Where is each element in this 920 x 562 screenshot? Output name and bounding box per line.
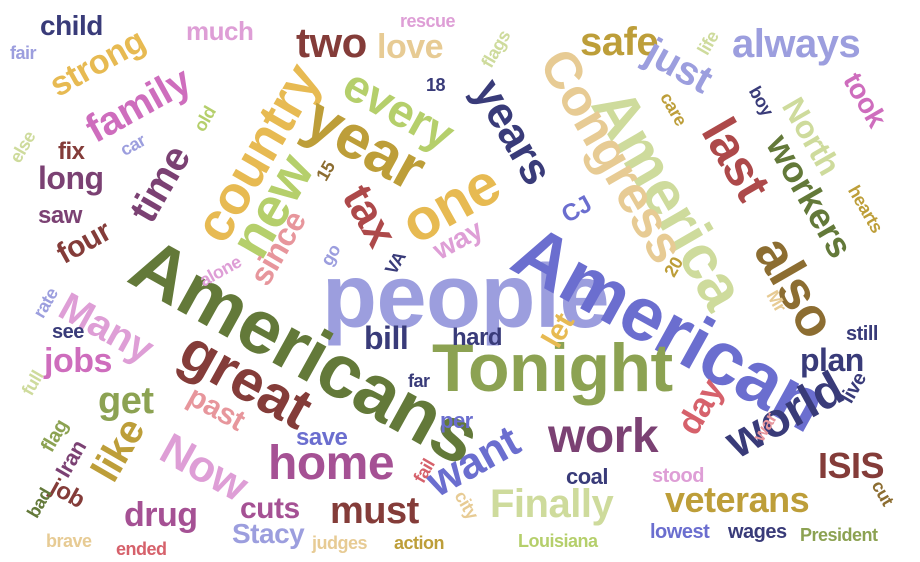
- word-veterans: veterans: [665, 479, 810, 520]
- word-old: old: [189, 102, 220, 136]
- word-long: long: [38, 160, 104, 196]
- word-city: city: [450, 487, 483, 523]
- word-still: still: [846, 323, 878, 345]
- word-hard: hard: [452, 324, 503, 351]
- word-far: far: [408, 371, 430, 391]
- word-brave: brave: [46, 531, 92, 551]
- word-safe: safe: [580, 20, 659, 64]
- word-jobs: jobs: [44, 342, 112, 380]
- word-stood: stood: [652, 465, 704, 487]
- word-isis: ISIS: [818, 445, 885, 486]
- word-plan: plan: [800, 342, 864, 378]
- word-lowest: lowest: [650, 521, 710, 543]
- word-took: took: [837, 67, 893, 133]
- word-tonight: Tonight: [432, 330, 673, 406]
- word-boy: boy: [744, 82, 778, 120]
- word-18: 18: [426, 75, 446, 95]
- word-bill: bill: [364, 320, 409, 356]
- word-fair: fair: [10, 43, 37, 63]
- word-drug: drug: [124, 496, 198, 534]
- word-always: always: [732, 22, 861, 66]
- word-else: else: [5, 127, 40, 167]
- word-fix: fix: [58, 138, 85, 165]
- word-see: see: [52, 321, 84, 343]
- word-child: child: [40, 10, 103, 41]
- word-wages: wages: [728, 521, 787, 543]
- word-love: love: [377, 28, 444, 66]
- word-president: President: [800, 525, 878, 545]
- word-louisiana: Louisiana: [518, 531, 598, 551]
- word-stacy: Stacy: [232, 518, 305, 549]
- word-saw: saw: [38, 202, 82, 229]
- word-full: full: [17, 367, 48, 399]
- word-save: save: [296, 424, 348, 451]
- word-coal: coal: [566, 464, 609, 489]
- word-cuts: cuts: [240, 492, 300, 525]
- word-home: home: [268, 437, 395, 490]
- word-like: like: [83, 410, 154, 490]
- word-per: per: [440, 408, 473, 433]
- word-judges: judges: [312, 533, 368, 553]
- word-action: action: [394, 533, 445, 553]
- word-get: get: [98, 380, 154, 422]
- word-rescue: rescue: [400, 11, 456, 31]
- word-two: two: [296, 19, 367, 66]
- word-finally: Finally: [490, 482, 614, 526]
- word-much: much: [186, 16, 254, 46]
- word-must: must: [330, 490, 419, 532]
- word-work: work: [548, 410, 659, 463]
- word-ended: ended: [116, 539, 167, 559]
- word-flags: flags: [477, 26, 515, 72]
- word-people: people: [322, 247, 610, 347]
